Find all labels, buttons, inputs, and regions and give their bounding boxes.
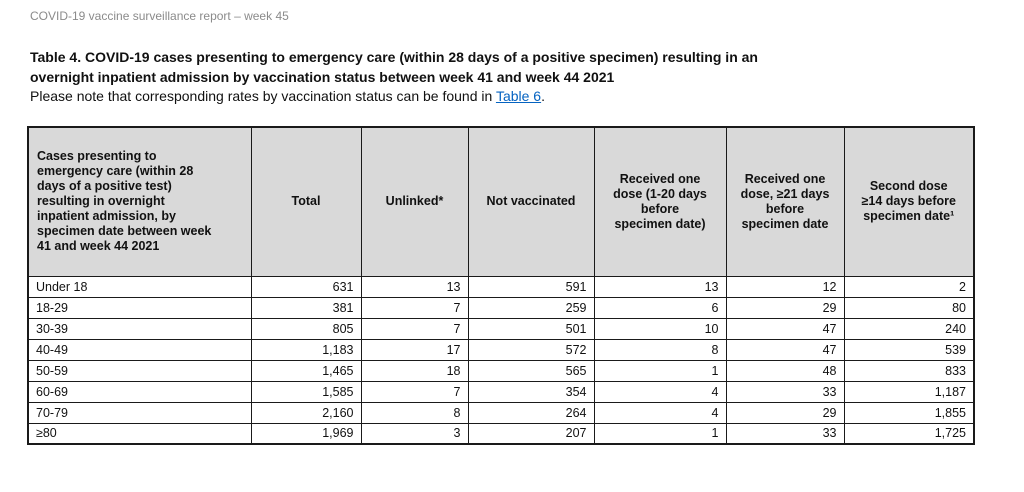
value-cell: 7 — [360, 380, 469, 403]
table-row: 50-59 1,465 18 565 1 48 833 — [27, 359, 975, 382]
value-cell: 805 — [250, 317, 362, 340]
running-header: COVID-19 vaccine surveillance report – w… — [30, 9, 289, 23]
value-cell: 8 — [360, 401, 469, 424]
row-label-cell: 60-69 — [27, 380, 252, 403]
column-header-description: Cases presenting to emergency care (with… — [27, 126, 252, 277]
value-cell: 833 — [843, 359, 975, 382]
value-cell: 539 — [843, 338, 975, 361]
row-label-cell: Under 18 — [27, 275, 252, 298]
value-cell: 29 — [725, 296, 845, 319]
value-cell: 572 — [467, 338, 595, 361]
value-cell: 1,183 — [250, 338, 362, 361]
table-row: 18-29 381 7 259 6 29 80 — [27, 296, 975, 319]
note-prefix: Please note that corresponding rates by … — [30, 88, 496, 104]
value-cell: 12 — [725, 275, 845, 298]
table-row: 40-49 1,183 17 572 8 47 539 — [27, 338, 975, 361]
table-title-line-2: overnight inpatient admission by vaccina… — [30, 68, 615, 85]
value-cell: 1,969 — [250, 422, 362, 445]
value-cell: 1,187 — [843, 380, 975, 403]
value-cell: 80 — [843, 296, 975, 319]
value-cell: 4 — [593, 380, 727, 403]
note-suffix: . — [541, 88, 545, 104]
column-header-one-dose-21plus: Received one dose, ≥21 days before speci… — [725, 126, 845, 277]
value-cell: 259 — [467, 296, 595, 319]
note-line: Please note that corresponding rates by … — [30, 87, 930, 107]
value-cell: 2,160 — [250, 401, 362, 424]
value-cell: 631 — [250, 275, 362, 298]
value-cell: 1,465 — [250, 359, 362, 382]
value-cell: 18 — [360, 359, 469, 382]
header-row: Cases presenting to emergency care (with… — [27, 126, 975, 277]
value-cell: 381 — [250, 296, 362, 319]
value-cell: 354 — [467, 380, 595, 403]
value-cell: 7 — [360, 296, 469, 319]
column-header-not-vaccinated: Not vaccinated — [467, 126, 595, 277]
value-cell: 207 — [467, 422, 595, 445]
value-cell: 47 — [725, 317, 845, 340]
table-row: 30-39 805 7 501 10 47 240 — [27, 317, 975, 340]
value-cell: 8 — [593, 338, 727, 361]
row-label-cell: ≥80 — [27, 422, 252, 445]
value-cell: 48 — [725, 359, 845, 382]
table6-link[interactable]: Table 6 — [495, 88, 542, 104]
value-cell: 2 — [843, 275, 975, 298]
row-label-cell: 30-39 — [27, 317, 252, 340]
table-row: 60-69 1,585 7 354 4 33 1,187 — [27, 380, 975, 403]
row-label-cell: 70-79 — [27, 401, 252, 424]
value-cell: 7 — [360, 317, 469, 340]
value-cell: 13 — [360, 275, 469, 298]
value-cell: 10 — [593, 317, 727, 340]
value-cell: 6 — [593, 296, 727, 319]
title-block: Table 4. COVID-19 cases presenting to em… — [30, 48, 930, 107]
value-cell: 13 — [593, 275, 727, 298]
value-cell: 1 — [593, 359, 727, 382]
value-cell: 3 — [360, 422, 469, 445]
row-label-cell: 50-59 — [27, 359, 252, 382]
table-row: ≥80 1,969 3 207 1 33 1,725 — [27, 422, 975, 445]
value-cell: 1 — [593, 422, 727, 445]
value-cell: 501 — [467, 317, 595, 340]
value-cell: 33 — [725, 380, 845, 403]
table-row: Under 18 631 13 591 13 12 2 — [27, 275, 975, 298]
value-cell: 1,725 — [843, 422, 975, 445]
cases-table: Cases presenting to emergency care (with… — [27, 126, 975, 445]
value-cell: 264 — [467, 401, 595, 424]
table-title-line-1: Table 4. COVID-19 cases presenting to em… — [30, 49, 758, 65]
column-header-total: Total — [250, 126, 362, 277]
row-label-cell: 40-49 — [27, 338, 252, 361]
value-cell: 4 — [593, 401, 727, 424]
table-row: 70-79 2,160 8 264 4 29 1,855 — [27, 401, 975, 424]
value-cell: 1,585 — [250, 380, 362, 403]
value-cell: 33 — [725, 422, 845, 445]
column-header-one-dose-1-20: Received one dose (1-20 days before spec… — [593, 126, 727, 277]
row-label-cell: 18-29 — [27, 296, 252, 319]
column-header-unlinked: Unlinked* — [360, 126, 469, 277]
value-cell: 29 — [725, 401, 845, 424]
value-cell: 591 — [467, 275, 595, 298]
value-cell: 240 — [843, 317, 975, 340]
value-cell: 1,855 — [843, 401, 975, 424]
column-header-second-dose: Second dose ≥14 days before specimen dat… — [843, 126, 975, 277]
value-cell: 17 — [360, 338, 469, 361]
value-cell: 47 — [725, 338, 845, 361]
value-cell: 565 — [467, 359, 595, 382]
